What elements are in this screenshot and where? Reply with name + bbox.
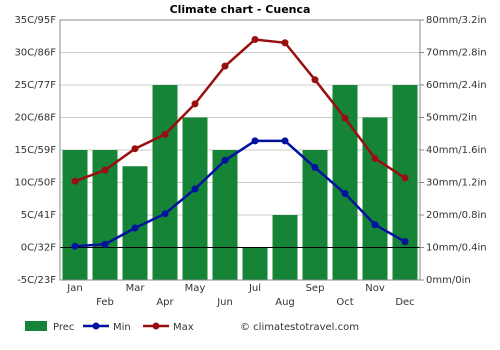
x-tick-label: Jul bbox=[248, 283, 261, 294]
precip-bar bbox=[362, 117, 388, 280]
y2-tick-label: 80mm/3.2in bbox=[426, 15, 487, 26]
temp-point bbox=[251, 36, 259, 43]
y2-tick-label: 40mm/1.6in bbox=[426, 145, 487, 156]
temp-line bbox=[74, 139, 406, 248]
legend-swatch bbox=[92, 322, 100, 330]
y-tick-label: 5C/41F bbox=[21, 210, 56, 221]
y-tick-label: 20C/68F bbox=[14, 113, 56, 124]
precip-bar bbox=[212, 150, 238, 280]
y-tick-label: 35C/95F bbox=[14, 15, 56, 26]
x-tick-label: Aug bbox=[275, 297, 295, 308]
x-tick-label: Apr bbox=[156, 297, 174, 308]
precip-bar bbox=[62, 150, 88, 280]
y2-tick-label: 20mm/0.8in bbox=[426, 210, 487, 221]
temp-line bbox=[74, 38, 406, 183]
legend-label: Max bbox=[173, 322, 194, 333]
temp-point bbox=[71, 177, 79, 185]
temp-point bbox=[341, 114, 349, 122]
temp-point bbox=[341, 190, 349, 198]
y2-tick-label: 70mm/2.8in bbox=[426, 48, 487, 59]
temp-point bbox=[161, 130, 169, 138]
y-tick-label: 30C/86F bbox=[14, 48, 56, 59]
precip-bar bbox=[332, 85, 358, 280]
temp-point bbox=[401, 174, 409, 182]
y2-tick-label: 10mm/0.4in bbox=[426, 243, 487, 254]
chart-title: Climate chart - Cuenca bbox=[170, 3, 311, 16]
temp-point bbox=[101, 166, 109, 174]
x-tick-label: Feb bbox=[96, 297, 114, 308]
temp-point bbox=[101, 240, 109, 248]
temp-point bbox=[281, 39, 289, 47]
y-tick-label: 15C/59F bbox=[14, 145, 56, 156]
temp-point bbox=[191, 100, 199, 108]
plot-border bbox=[59, 19, 421, 281]
legend-swatch bbox=[25, 321, 47, 331]
temp-point bbox=[221, 156, 229, 164]
temp-point bbox=[371, 221, 379, 229]
source-label: © climatestotravel.com bbox=[240, 322, 359, 333]
x-tick-label: Jan bbox=[66, 283, 82, 294]
x-tick-label: May bbox=[185, 283, 206, 294]
y-tick-label: -5C/23F bbox=[17, 275, 56, 286]
y2-tick-label: 50mm/2in bbox=[426, 113, 477, 124]
temp-point bbox=[191, 185, 199, 193]
y-tick-label: 0C/32F bbox=[21, 243, 56, 254]
legend-label: Min bbox=[113, 322, 131, 333]
legend-swatch bbox=[152, 322, 160, 330]
x-tick-label: Dec bbox=[395, 297, 414, 308]
y2-tick-label: 60mm/2.4in bbox=[426, 80, 487, 91]
precip-bar bbox=[152, 85, 178, 280]
temp-point bbox=[71, 242, 79, 250]
temp-point bbox=[371, 154, 379, 162]
x-tick-label: Jun bbox=[216, 297, 233, 308]
y2-tick-label: 0mm/0in bbox=[426, 275, 471, 286]
precip-bar bbox=[242, 247, 268, 280]
temp-point bbox=[281, 137, 289, 145]
temp-point bbox=[251, 137, 259, 145]
x-tick-label: Mar bbox=[126, 283, 146, 294]
temp-point bbox=[161, 210, 169, 218]
temp-point bbox=[311, 76, 319, 84]
temp-point bbox=[221, 62, 229, 70]
y2-tick-label: 30mm/1.2in bbox=[426, 178, 487, 189]
precip-bar bbox=[392, 85, 418, 280]
y-tick-label: 25C/77F bbox=[14, 80, 56, 91]
temp-point bbox=[131, 224, 139, 232]
precip-bar bbox=[302, 150, 328, 280]
temp-point bbox=[401, 238, 409, 246]
y-tick-label: 10C/50F bbox=[14, 178, 56, 189]
precip-bar bbox=[182, 117, 208, 280]
legend-label: Prec bbox=[53, 322, 74, 333]
temp-point bbox=[131, 145, 139, 153]
temp-point bbox=[311, 164, 319, 172]
x-tick-label: Oct bbox=[336, 297, 353, 308]
x-tick-label: Nov bbox=[365, 283, 385, 294]
x-tick-label: Sep bbox=[306, 283, 325, 294]
